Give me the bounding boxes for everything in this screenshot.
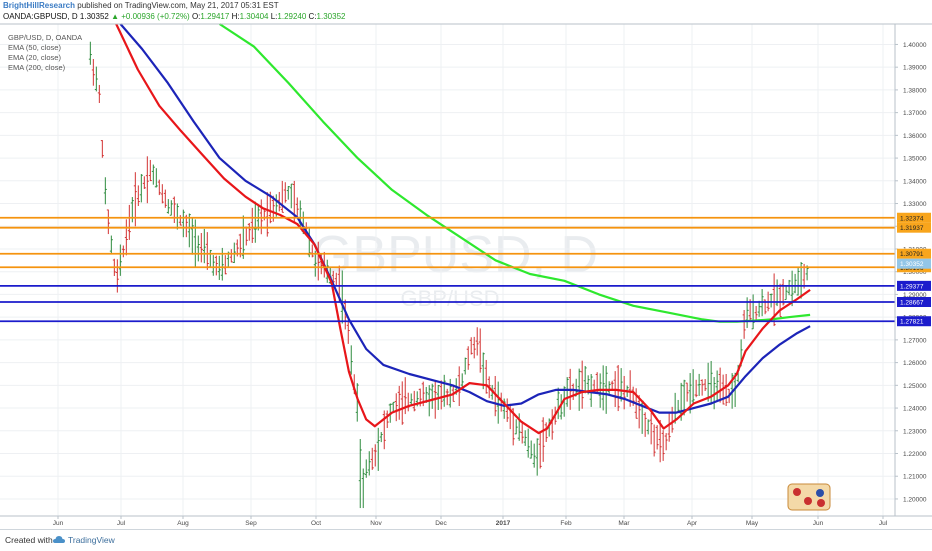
- y-tick-label: 1.30000: [903, 269, 927, 276]
- x-tick-label: Feb: [560, 520, 572, 527]
- chart-header-ohlc: OANDA:GBPUSD, D 1.30352 ▲ +0.00936 (+0.7…: [3, 12, 345, 21]
- ema-20-line: [115, 23, 811, 435]
- y-tick-label: 1.27000: [903, 337, 927, 344]
- y-tick-label: 1.23000: [903, 428, 927, 435]
- tradingview-brand[interactable]: TradingView: [68, 535, 115, 545]
- y-tick-label: 1.39000: [903, 65, 927, 72]
- close-label: C:: [308, 12, 317, 21]
- resistance-level-value: 1.31937: [900, 225, 924, 232]
- support-level-tag: [897, 280, 931, 291]
- close-value: 1.30352: [316, 12, 346, 21]
- x-tick-label: 2017: [496, 520, 511, 527]
- legend-ema-200[interactable]: EMA (200, close): [8, 63, 66, 72]
- created-with-label: Created with: [5, 535, 53, 545]
- support-level-value: 1.28667: [900, 299, 924, 306]
- x-tick-label: Oct: [311, 520, 321, 527]
- x-tick-label: Jul: [879, 520, 888, 527]
- y-tick-label: 1.22000: [903, 451, 927, 458]
- resistance-level-tag: [897, 248, 931, 259]
- low-label: L:: [270, 12, 278, 21]
- legend-ema-50[interactable]: EMA (50, close): [8, 43, 61, 52]
- y-tick-label: 1.26000: [903, 360, 927, 367]
- y-tick-label: 1.38000: [903, 87, 927, 94]
- x-tick-label: May: [746, 520, 759, 527]
- low-value: 1.29240: [277, 12, 307, 21]
- resistance-level-tag: [897, 212, 931, 223]
- x-tick-label: Mar: [618, 520, 630, 527]
- y-tick-label: 1.40000: [903, 42, 927, 49]
- resistance-level-value: 1.30791: [900, 251, 924, 258]
- support-level-value: 1.29377: [900, 283, 924, 290]
- last-price-value: 1.30352: [900, 261, 924, 268]
- x-tick-label: Apr: [687, 520, 698, 527]
- symbol-label: OANDA:GBPUSD, D: [3, 12, 78, 21]
- publish-info: published on TradingView.com, May 21, 20…: [77, 1, 279, 10]
- time-axis: Jun Jul Aug Sep Oct Nov Dec 2017 Feb Mar Apr May Jun…: [53, 516, 888, 527]
- level-labels: 1.323741.319371.307911.301961.293771.286…: [897, 212, 931, 327]
- tradingview-cloud-icon[interactable]: [52, 533, 66, 547]
- watermark-symbol: GBPUSD, D: [312, 226, 598, 284]
- open-label: O:: [191, 12, 201, 21]
- x-tick-label: Jun: [53, 520, 64, 527]
- resistance-level-tag: [897, 222, 931, 233]
- last-price: 1.30352: [79, 12, 109, 21]
- resistance-level-value: 1.32374: [900, 215, 924, 222]
- chart-header-publisher: BrightHillResearch published on TradingV…: [3, 1, 279, 10]
- support-level-tag: [897, 296, 931, 307]
- x-tick-label: Jun: [813, 520, 824, 527]
- y-tick-label: 1.21000: [903, 474, 927, 481]
- x-tick-label: Sep: [245, 520, 257, 527]
- legend-ema-20[interactable]: EMA (20, close): [8, 53, 61, 62]
- x-tick-label: Aug: [177, 520, 189, 527]
- grid-lines: [0, 24, 895, 516]
- y-tick-label: 1.20000: [903, 496, 927, 503]
- horizontal-levels-layer: [0, 216, 895, 323]
- footer-bar: Created with TradingView: [0, 529, 932, 551]
- y-tick-label: 1.37000: [903, 110, 927, 117]
- price-axis: 1.40000 1.39000 1.38000 1.37000 1.36000 1.350…: [895, 42, 927, 503]
- author-name[interactable]: BrightHillResearch: [3, 1, 76, 10]
- y-tick-label: 1.34000: [903, 178, 927, 185]
- open-value: 1.29417: [200, 12, 230, 21]
- legend-series-main[interactable]: GBP/USD, D, OANDA: [8, 33, 83, 42]
- price-change: ▲ +0.00936 (+0.72%): [111, 12, 190, 21]
- y-tick-label: 1.24000: [903, 406, 927, 413]
- support-level-tag: [897, 316, 931, 327]
- news-events-icon: [787, 483, 831, 511]
- last-price-tag: [897, 258, 931, 269]
- y-tick-label: 1.36000: [903, 133, 927, 140]
- price-chart[interactable]: GBPUSD, D GBP/USD 1.400001.390001.380001…: [0, 0, 932, 529]
- high-label: H:: [231, 12, 240, 21]
- x-tick-label: Jul: [117, 520, 126, 527]
- x-tick-label: Nov: [370, 520, 382, 527]
- x-tick-label: Dec: [435, 520, 447, 527]
- ema-50-line: [119, 23, 811, 414]
- y-tick-label: 1.25000: [903, 383, 927, 390]
- y-tick-label: 1.35000: [903, 156, 927, 163]
- y-tick-label: 1.33000: [903, 201, 927, 208]
- high-value: 1.30404: [239, 12, 269, 21]
- support-level-value: 1.27821: [900, 319, 924, 326]
- watermark-pair: GBP/USD: [400, 286, 499, 311]
- indicator-legend: GBP/USD, D, OANDA EMA (50, close) EMA (2…: [8, 33, 82, 73]
- y-tick-label: 1.29000: [903, 292, 927, 299]
